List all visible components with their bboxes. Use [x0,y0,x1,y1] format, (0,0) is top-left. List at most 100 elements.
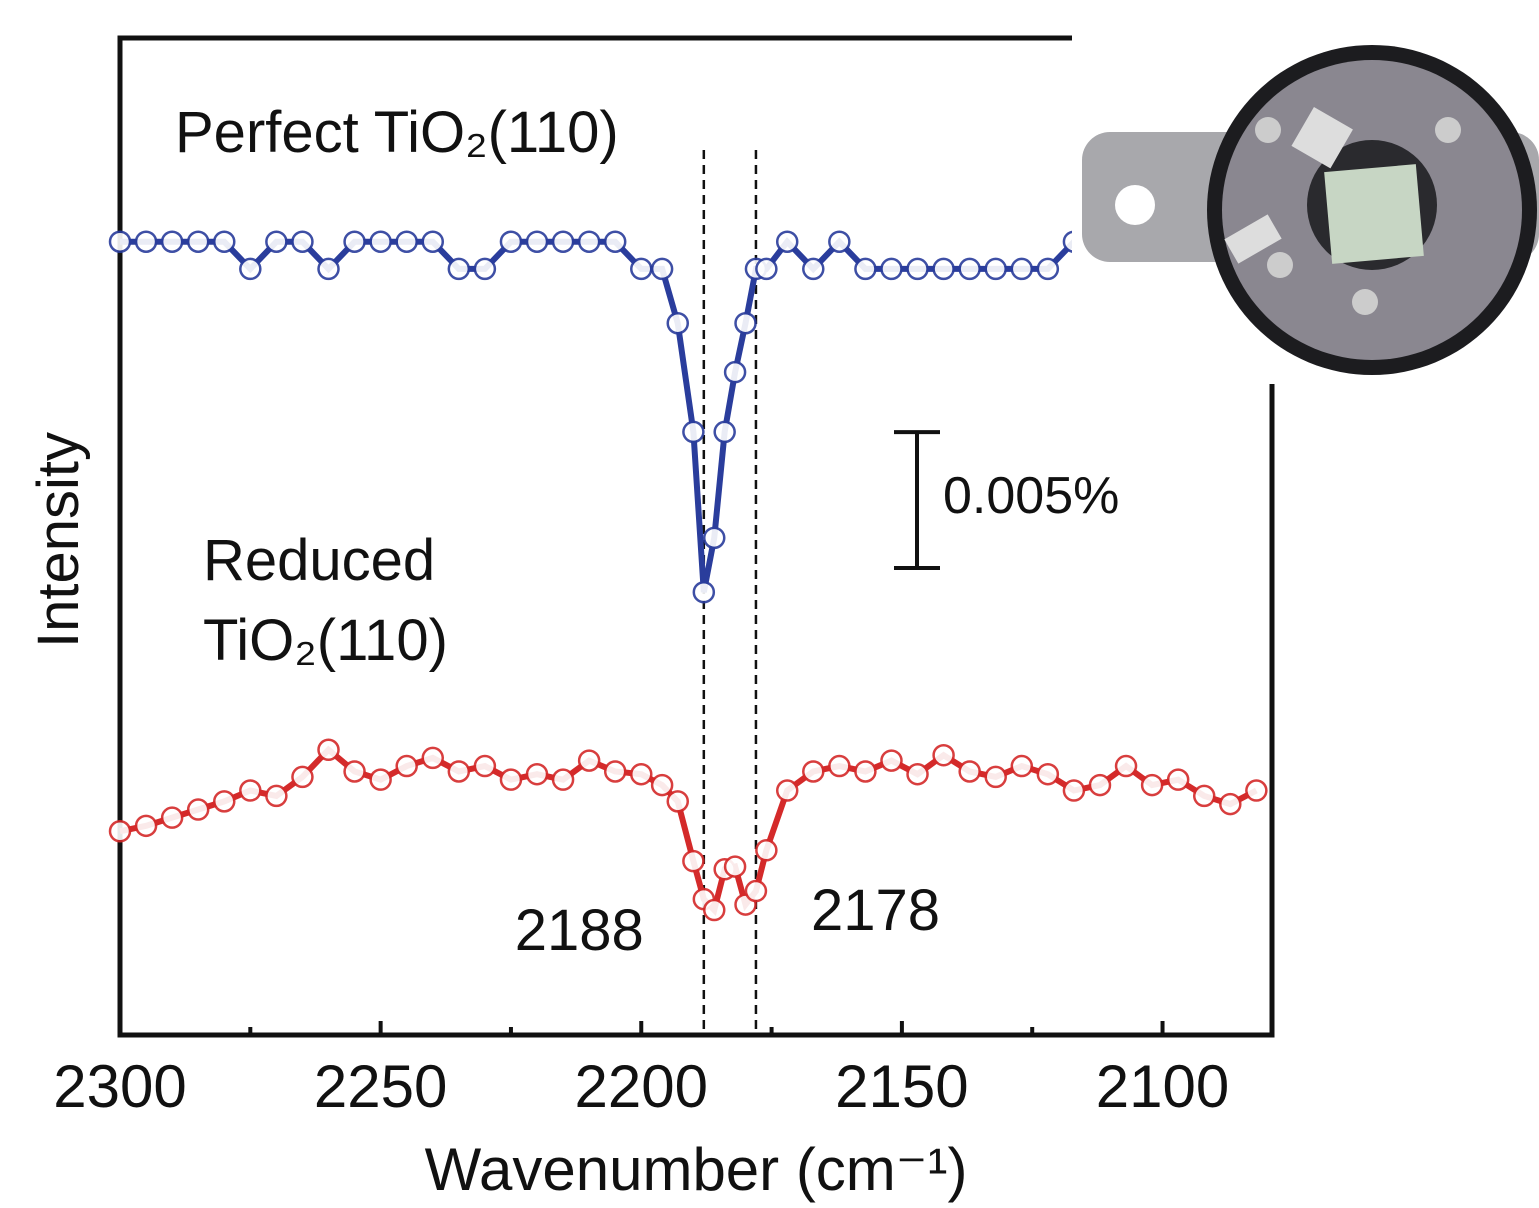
data-point [702,898,726,922]
data-point [682,849,705,873]
data-point [650,773,674,797]
data-point [186,230,210,253]
data-point [369,768,392,791]
plot-frame [117,35,1275,1038]
series-line [119,745,1258,917]
data-point [1245,779,1268,802]
data-point [1062,779,1086,802]
x-tick-label: 2300 [53,1053,186,1120]
data-point [692,580,716,604]
series-label: Perfect TiO₂(110) [175,100,619,165]
data-point [108,230,132,253]
data-point [1166,768,1190,791]
data-point [525,762,549,786]
x-tick-label: 2250 [314,1053,447,1120]
data-point [702,526,726,550]
data-point [1219,792,1242,816]
data-point [723,360,747,384]
data-point [734,311,757,335]
data-point [1114,754,1138,778]
data-point [666,311,690,335]
scale-bar-label: 0.005% [943,467,1119,525]
data-point [828,230,851,253]
data-point [984,765,1007,789]
data-point [755,257,778,281]
data-point [1192,784,1216,808]
data-point [551,230,575,253]
data-point [775,230,799,253]
data-point [630,257,653,281]
reference-label: 2188 [515,898,644,963]
data-point [134,814,158,838]
data-point [421,230,445,253]
data-point [291,765,314,789]
data-point [906,762,929,786]
data-point [828,754,851,778]
data-point [239,779,262,802]
data-point [499,230,523,253]
data-point [984,257,1007,281]
data-point [666,790,690,813]
data-point [854,257,877,281]
data-point [650,257,674,281]
data-point [682,420,705,444]
x-tick-label: 2150 [835,1053,968,1120]
data-point [213,230,236,253]
data-point [317,738,340,762]
data-point [802,257,825,281]
data-point [525,230,549,253]
data-point [343,230,366,253]
data-point [447,257,471,281]
data-point [317,257,340,281]
data-point [577,230,601,253]
x-tick-label: 2200 [575,1053,708,1120]
data-point [603,230,627,253]
data-point [1036,257,1060,281]
sample-photo [1072,28,1539,384]
data-point [343,760,366,783]
data-point [473,754,497,778]
data-point [551,768,575,791]
data-point [958,257,981,281]
data-point [723,855,747,878]
data-point [577,749,601,772]
data-point [160,806,184,829]
data-point [1036,762,1060,786]
data-point [1088,773,1112,797]
data-point [1010,754,1034,778]
data-point [775,779,799,802]
data-point [213,790,236,813]
data-point [473,257,497,281]
data-point [958,760,981,783]
data-point [1140,773,1164,797]
data-point [630,762,653,786]
data-point [932,257,955,281]
data-point [854,760,877,783]
data-point [265,230,288,253]
data-point [369,230,392,253]
data-point [186,798,210,821]
data-point [395,754,418,778]
data-point [160,230,184,253]
data-point [108,820,132,843]
data-point [291,230,314,253]
data-point [447,760,471,783]
data-point [802,760,825,783]
data-point [421,746,445,770]
data-point [880,749,903,772]
data-point [906,257,929,281]
data-point [499,768,523,791]
x-tick-label: 2100 [1096,1053,1229,1120]
y-axis-label: Intensity [26,432,91,648]
data-point [1010,257,1034,281]
data-point [134,230,158,253]
data-point [603,760,627,783]
series-label: Reduced TiO₂(110) [203,528,448,673]
data-point [265,784,288,808]
data-point [932,743,955,767]
data-point [744,879,768,903]
data-point [395,230,418,253]
reference-label: 2178 [811,878,940,943]
data-point [880,257,903,281]
